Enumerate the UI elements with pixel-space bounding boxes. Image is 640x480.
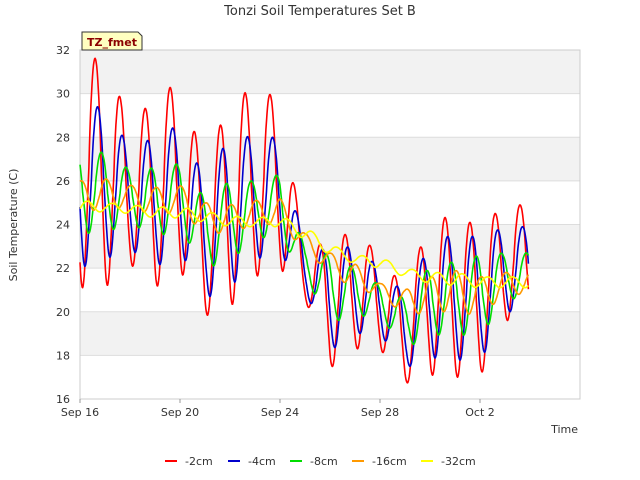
x-axis-ticks: Sep 16 Sep 20 Sep 24 Sep 28 Oct 2 xyxy=(61,399,495,419)
y-tick-label: 20 xyxy=(56,306,70,319)
y-tick-label: 30 xyxy=(56,88,70,101)
legend-label: -4cm xyxy=(248,455,276,468)
y-axis-label: Soil Temperature (C) xyxy=(7,169,20,282)
x-tick-label: Sep 24 xyxy=(261,406,299,419)
series-line-16cm xyxy=(79,178,530,315)
chart-title: Tonzi Soil Temperatures Set B xyxy=(223,4,416,19)
legend: -2cm -4cm -8cm -16cm -32cm xyxy=(165,455,476,468)
legend-label: -2cm xyxy=(185,455,213,468)
series-line-8cm xyxy=(79,151,530,346)
x-axis-label: Time xyxy=(550,423,578,436)
y-tick-label: 32 xyxy=(56,44,70,57)
x-tick-label: Oct 2 xyxy=(465,406,495,419)
series-layer xyxy=(79,57,530,384)
plot-band xyxy=(80,137,580,181)
x-tick-label: Sep 16 xyxy=(61,406,99,419)
site-badge-label: TZ_fmet xyxy=(87,36,137,49)
legend-label: -32cm xyxy=(441,455,476,468)
y-tick-label: 28 xyxy=(56,131,70,144)
y-tick-label: 16 xyxy=(56,393,70,406)
plot-band xyxy=(80,50,580,94)
x-tick-label: Sep 28 xyxy=(361,406,399,419)
plot-band xyxy=(80,93,580,138)
y-tick-label: 24 xyxy=(56,219,70,232)
y-tick-label: 26 xyxy=(56,175,70,188)
x-tick-label: Sep 20 xyxy=(161,406,199,419)
series-line-32cm xyxy=(79,200,529,289)
series-line-2cm xyxy=(79,57,530,384)
plot-band xyxy=(80,355,580,399)
y-tick-label: 18 xyxy=(56,349,70,362)
plot-frame xyxy=(79,49,581,400)
legend-label: -16cm xyxy=(372,455,407,468)
y-tick-label: 22 xyxy=(56,262,70,275)
y-axis-ticks: 16 18 20 22 24 26 28 30 32 xyxy=(56,44,70,406)
site-badge-box xyxy=(81,31,143,51)
site-badge: TZ_fmet xyxy=(81,31,143,51)
legend-label: -8cm xyxy=(310,455,338,468)
